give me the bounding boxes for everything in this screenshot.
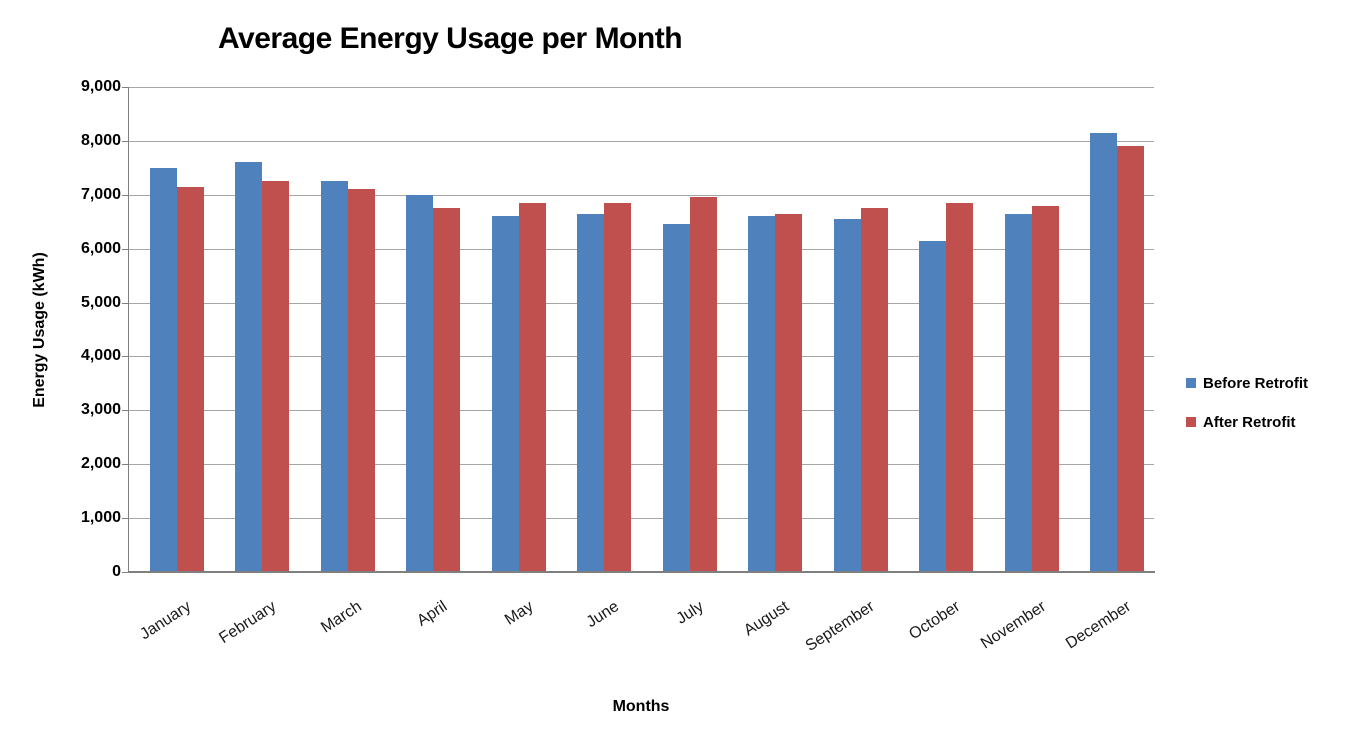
legend-swatch-icon [1186,378,1196,388]
legend: Before Retrofit After Retrofit [1186,374,1308,452]
y-axis-tick [122,356,128,358]
gridline-4000 [128,356,1154,358]
plot-area [128,87,1154,572]
legend-item-after-retrofit: After Retrofit [1186,413,1308,431]
y-axis-tick [122,140,128,142]
bar-before-retrofit-august [748,216,776,572]
bar-after-retrofit-september [860,208,888,572]
gridline-9000 [128,87,1154,88]
y-axis-tick [122,464,128,466]
gridline-6000 [128,248,1154,250]
bar-before-retrofit-september [833,219,861,572]
legend-label: Before Retrofit [1203,374,1309,392]
bar-after-retrofit-june [604,202,632,572]
gridline-1000 [128,518,1154,520]
legend-label: After Retrofit [1203,413,1296,431]
bar-before-retrofit-july [662,224,690,572]
chart-title: Average Energy Usage per Month [218,22,683,55]
bar-after-retrofit-january [176,186,204,572]
y-axis-tick [122,572,128,573]
x-tick-label-november: November [977,598,1050,653]
bar-after-retrofit-december [1117,146,1145,572]
bar-after-retrofit-july [689,197,717,572]
bar-after-retrofit-april [433,208,461,572]
y-axis-line [128,87,129,573]
bar-before-retrofit-june [577,213,605,572]
x-tick-label-july: July [673,598,708,628]
x-tick-label-october: October [906,598,964,644]
bar-before-retrofit-january [149,167,177,572]
y-tick-label-1000: 1,000 [80,509,121,527]
y-axis-tick [122,302,128,304]
x-tick-label-december: December [1063,598,1135,653]
y-axis-tick [122,87,128,88]
bar-before-retrofit-november [1004,213,1032,572]
y-tick-label-5000: 5,000 [80,293,121,311]
y-axis-tick [122,194,128,196]
legend-item-before-retrofit: Before Retrofit [1186,374,1308,392]
y-axis-tick [122,518,128,520]
x-tick-label-august: August [741,598,793,640]
bar-before-retrofit-may [491,216,519,572]
y-tick-label-6000: 6,000 [80,239,121,257]
y-tick-label-9000: 9,000 [80,78,121,95]
bar-before-retrofit-april [406,194,434,572]
gridline-3000 [128,410,1154,412]
x-tick-label-january: January [137,598,195,644]
y-tick-label-7000: 7,000 [80,185,121,203]
x-tick-label-may: May [501,598,537,629]
x-tick-label-march: March [318,598,366,637]
x-tick-label-september: September [803,598,879,655]
bar-after-retrofit-february [262,181,290,572]
bar-before-retrofit-february [235,162,263,572]
bar-after-retrofit-november [1031,205,1059,572]
bar-after-retrofit-march [347,189,375,572]
y-tick-label-2000: 2,000 [80,455,121,473]
legend-swatch-icon [1186,417,1196,427]
y-axis-tick [122,410,128,412]
gridline-7000 [128,194,1154,196]
bar-before-retrofit-december [1090,132,1118,572]
gridline-2000 [128,464,1154,466]
gridline-5000 [128,302,1154,304]
y-axis-tick [122,248,128,250]
x-tick-label-february: February [216,598,280,648]
x-tick-label-april: April [414,598,451,630]
y-tick-label-8000: 8,000 [80,131,121,149]
x-tick-label-june: June [583,598,622,632]
x-axis-line [128,571,1155,573]
y-tick-label-3000: 3,000 [80,401,121,419]
bar-before-retrofit-october [919,240,947,572]
bar-after-retrofit-august [775,213,803,572]
gridline-8000 [128,140,1154,142]
bar-after-retrofit-may [518,202,546,572]
y-tick-label-4000: 4,000 [80,347,121,365]
bar-after-retrofit-october [946,202,974,572]
x-axis-title: Months [612,698,670,715]
y-tick-label-0: 0 [112,563,121,580]
bar-before-retrofit-march [320,181,348,572]
y-axis-title: Energy Usage (kWh) [31,252,48,408]
